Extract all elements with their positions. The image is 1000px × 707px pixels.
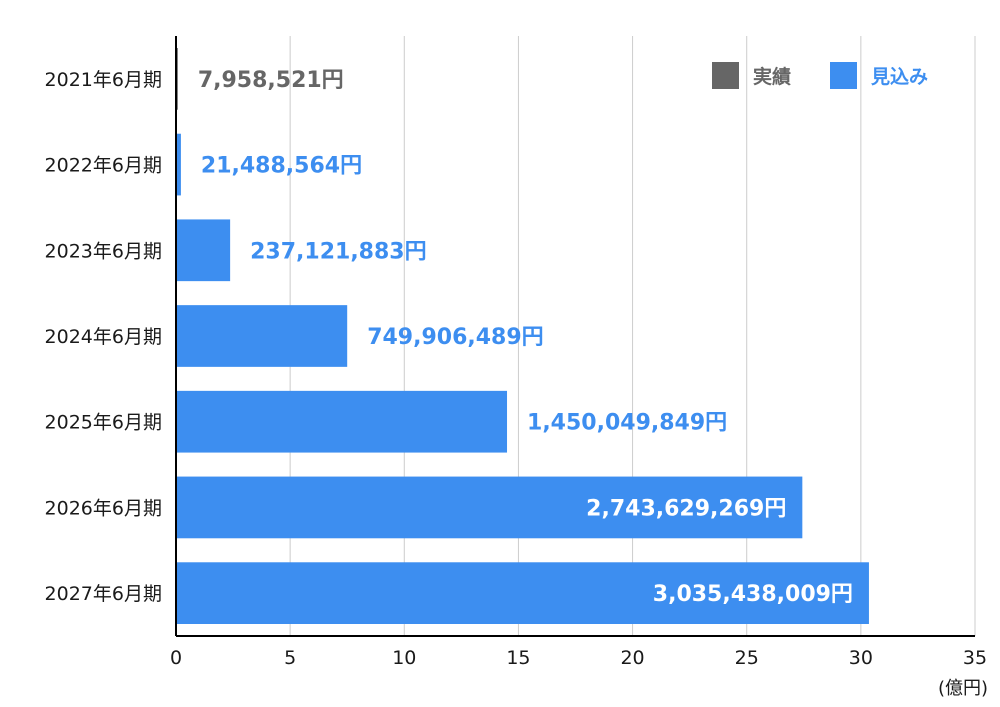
x-tick-label: 15 xyxy=(506,647,530,669)
legend: 実績 見込み xyxy=(712,62,928,89)
data-label: 1,450,049,849円 xyxy=(527,411,727,436)
x-tick-label: 30 xyxy=(849,647,873,669)
category-label: 2022年6月期 xyxy=(45,155,162,177)
data-label: 2,743,629,269円 xyxy=(586,496,786,521)
bar xyxy=(176,562,869,624)
legend-label: 見込み xyxy=(871,66,928,88)
x-tick-label: 20 xyxy=(620,647,644,669)
bars xyxy=(176,48,869,624)
category-label: 2021年6月期 xyxy=(45,69,162,91)
gridlines xyxy=(289,36,976,636)
bar xyxy=(176,305,348,367)
x-axis-unit-label: (億円) xyxy=(938,678,988,699)
category-labels: 2021年6月期 2022年6月期 2023年6月期 2024年6月期 2025年6月期… xyxy=(45,69,162,605)
bar xyxy=(176,476,803,539)
x-tick-label: 35 xyxy=(963,647,987,669)
data-label: 3,035,438,009円 xyxy=(653,582,853,607)
category-label: 2025年6月期 xyxy=(45,412,162,434)
bar xyxy=(176,133,181,196)
x-tick-label: 25 xyxy=(735,647,759,669)
data-labels: 7,958,521円 21,488,564円 237,121,883円 749,906… xyxy=(198,68,853,607)
bar xyxy=(176,390,508,453)
category-label: 2027年6月期 xyxy=(45,583,162,605)
category-label: 2023年6月期 xyxy=(45,240,162,262)
bar xyxy=(176,219,231,282)
legend-label: 実績 xyxy=(753,65,791,88)
x-tick-label: 0 xyxy=(170,647,182,669)
legend-swatch xyxy=(830,62,857,89)
category-label: 2024年6月期 xyxy=(45,326,162,348)
x-tick-label: 5 xyxy=(284,647,296,669)
category-label: 2026年6月期 xyxy=(45,497,162,519)
data-label: 749,906,489円 xyxy=(367,325,543,350)
x-tick-label: 10 xyxy=(392,647,416,669)
axes xyxy=(175,36,975,637)
data-label: 21,488,564円 xyxy=(201,154,362,179)
data-label: 7,958,521円 xyxy=(198,68,344,93)
data-label: 237,121,883円 xyxy=(250,239,426,264)
legend-swatch xyxy=(712,62,739,89)
x-tick-labels: 0 5 10 15 20 25 30 35 xyxy=(170,647,987,669)
